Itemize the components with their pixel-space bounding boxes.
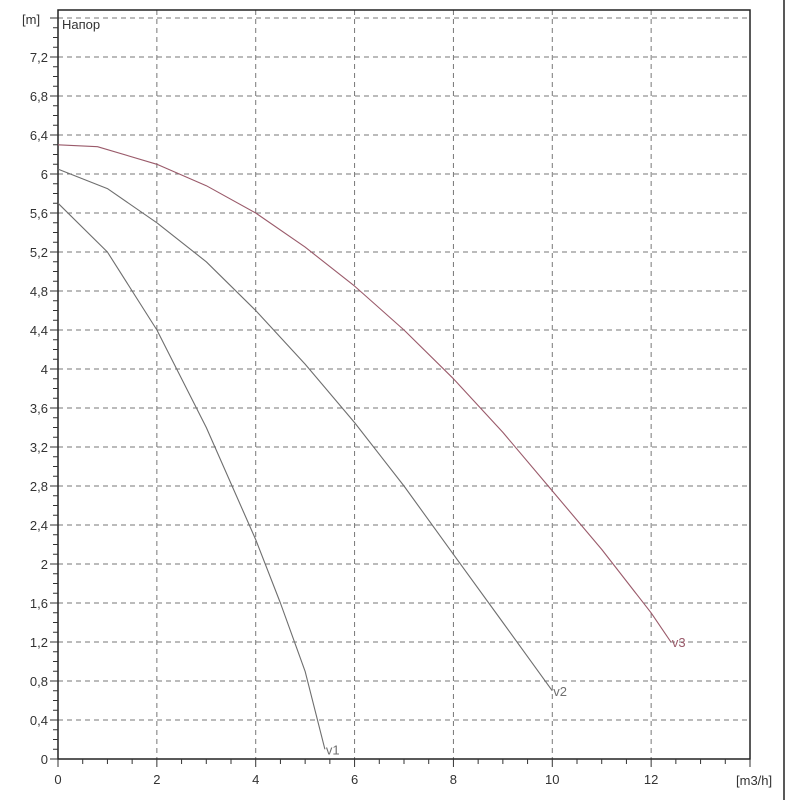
y-axis-label: [m] [22, 12, 40, 27]
x-tick-label: 0 [54, 772, 61, 787]
x-tick-label: 10 [545, 772, 559, 787]
x-axis-label: [m3/h] [736, 773, 772, 788]
series-line-v3 [57, 144, 672, 643]
y-tick-label: 4,4 [30, 323, 48, 338]
x-tick-label: 8 [450, 772, 457, 787]
series-line-v2 [57, 168, 553, 692]
y-tick-label: 4 [41, 362, 48, 377]
series-label-v1: v1 [326, 742, 340, 757]
y-tick-label: 6,8 [30, 89, 48, 104]
series-line-v1 [57, 202, 326, 750]
y-tick-label: 1,6 [30, 596, 48, 611]
series-label-v3: v3 [672, 635, 686, 650]
y-tick-label: 3,2 [30, 440, 48, 455]
y-tick-label: 0,8 [30, 674, 48, 689]
x-tick-label: 6 [351, 772, 358, 787]
axes: 0 0,4 0,8 1,2 1,6 2 2,4 2,8 3,2 3,6 4 4,4 4,8 5,2 5,6 6… [30, 0, 785, 800]
x-tick-label: 4 [252, 772, 259, 787]
plot-frame [57, 9, 751, 760]
y-tick-label: 2,4 [30, 518, 48, 533]
y-tick-label: 4,8 [30, 284, 48, 299]
y-tick-label: 6,4 [30, 128, 48, 143]
y-tick-label: 2 [41, 557, 48, 572]
y-tick-label: 5,2 [30, 245, 48, 260]
chart-title: Напор [62, 17, 100, 32]
y-tick-label: 5,6 [30, 206, 48, 221]
y-tick-label: 3,6 [30, 401, 48, 416]
series-lines: v1 v2 v3 [57, 144, 686, 757]
x-tick-label: 2 [153, 772, 160, 787]
y-tick-label: 6 [41, 167, 48, 182]
y-tick-label: 2,8 [30, 479, 48, 494]
y-tick-label: 0 [41, 752, 48, 767]
series-label-v2: v2 [553, 684, 567, 699]
grid [58, 10, 750, 759]
x-tick-label: 12 [644, 772, 658, 787]
y-tick-label: 0,4 [30, 713, 48, 728]
y-tick-label: 7,2 [30, 50, 48, 65]
y-tick-label: 1,2 [30, 635, 48, 650]
